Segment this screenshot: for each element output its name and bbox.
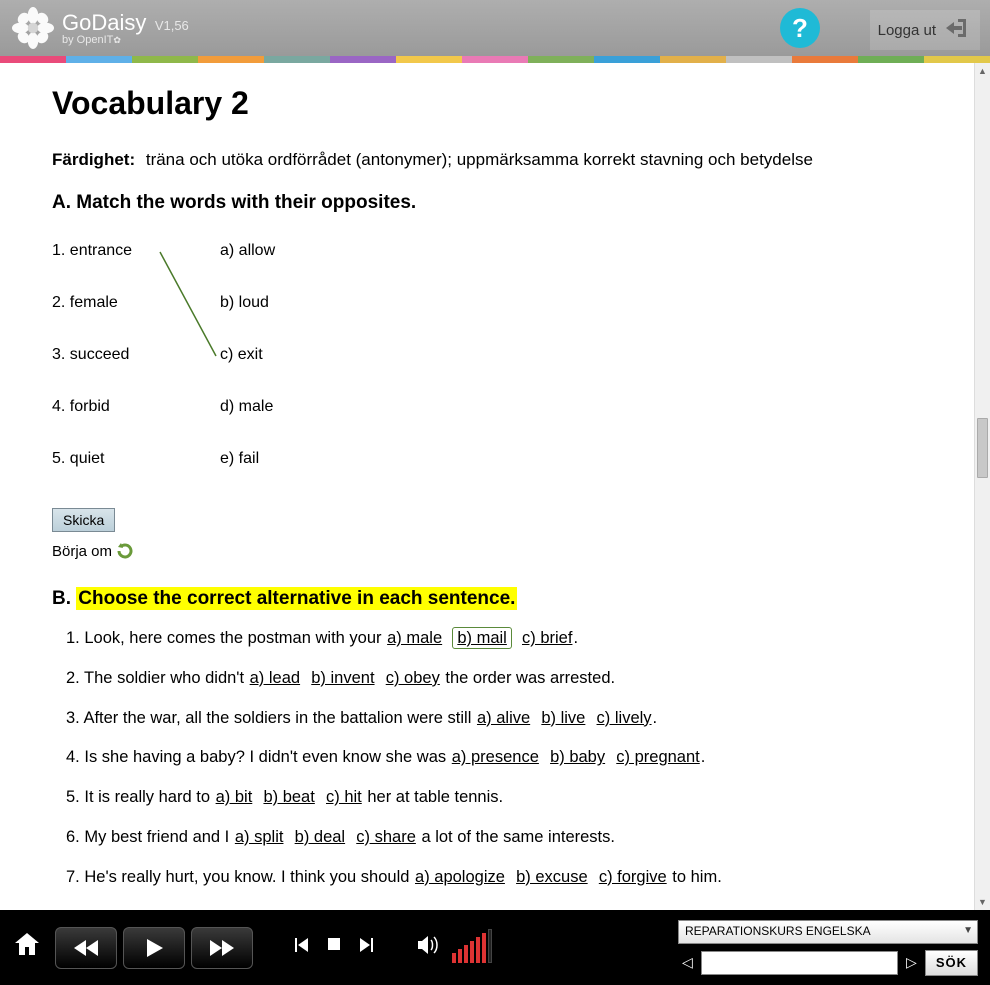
sentence-list: 1. Look, here comes the postman with you… [52, 626, 938, 889]
skip-group [292, 936, 376, 959]
option[interactable]: c) brief [521, 629, 573, 647]
fast-forward-button[interactable] [191, 927, 253, 969]
logout-label: Logga ut [878, 22, 936, 39]
restart-row[interactable]: Börja om [52, 542, 938, 560]
match-left-item[interactable]: 2. female [52, 294, 132, 346]
option[interactable]: b) baby [549, 748, 606, 766]
skill-label: Färdighet: [52, 150, 135, 169]
logout-button[interactable]: Logga ut [870, 10, 980, 50]
restart-icon [116, 542, 134, 560]
restart-label: Börja om [52, 543, 112, 560]
speaker-icon[interactable] [416, 934, 440, 962]
section-b-heading: B. Choose the correct alternative in eac… [52, 588, 938, 610]
option[interactable]: c) forgive [598, 868, 668, 886]
section-b-highlight: Choose the correct alternative in each s… [76, 587, 517, 610]
home-button[interactable] [12, 929, 42, 966]
skill-line: Färdighet: träna och utöka ordförrådet (… [52, 150, 938, 170]
option[interactable]: a) bit [215, 788, 254, 806]
search-input[interactable] [701, 951, 898, 975]
scroll-down-icon[interactable]: ▼ [975, 894, 990, 910]
scroll-thumb[interactable] [977, 418, 988, 478]
logo-text: GoDaisy V1,56 by OpenIT✿ [62, 10, 189, 46]
option[interactable]: b) mail [452, 627, 512, 649]
option[interactable]: a) split [234, 828, 285, 846]
option[interactable]: b) deal [294, 828, 346, 846]
option[interactable]: a) alive [476, 709, 531, 727]
match-left-item[interactable]: 4. forbid [52, 398, 132, 450]
color-strip [0, 56, 990, 63]
sentence-row: 2. The soldier who didn't a) lead b) inv… [66, 666, 938, 691]
match-left-item[interactable]: 1. entrance [52, 242, 132, 294]
match-left-item[interactable]: 5. quiet [52, 450, 132, 502]
app-title: GoDaisy [62, 10, 146, 35]
section-a-heading: A. Match the words with their opposites. [52, 192, 938, 214]
option[interactable]: b) live [540, 709, 586, 727]
sentence-row: 4. Is she having a baby? I didn't even k… [66, 745, 938, 770]
option[interactable]: b) excuse [515, 868, 589, 886]
course-select[interactable]: REPARATIONSKURS ENGELSKA [678, 920, 978, 944]
right-panel: REPARATIONSKURS ENGELSKA ◁ ▷ SÖK [678, 920, 978, 976]
play-button[interactable] [123, 927, 185, 969]
option[interactable]: b) beat [262, 788, 315, 806]
sentence-row: 7. He's really hurt, you know. I think y… [66, 865, 938, 890]
stop-button[interactable] [326, 936, 342, 959]
player-bar: REPARATIONSKURS ENGELSKA ◁ ▷ SÖK [0, 910, 990, 985]
search-row: ◁ ▷ SÖK [678, 950, 978, 976]
logout-icon [944, 16, 972, 44]
sentence-row: 1. Look, here comes the postman with you… [66, 626, 938, 651]
skill-text: träna och utöka ordförrådet (antonymer);… [146, 150, 813, 169]
scrollbar[interactable]: ▲ ▼ [974, 63, 990, 910]
help-button[interactable]: ? [780, 8, 820, 48]
option[interactable]: c) obey [385, 669, 441, 687]
match-right-item[interactable]: a) allow [220, 242, 275, 294]
submit-button[interactable]: Skicka [52, 508, 115, 532]
search-button[interactable]: SÖK [925, 950, 978, 976]
option[interactable]: a) lead [249, 669, 301, 687]
match-right-item[interactable]: e) fail [220, 450, 275, 502]
option[interactable]: a) apologize [414, 868, 506, 886]
app-version: V1,56 [155, 18, 189, 33]
volume-level[interactable] [452, 933, 492, 963]
sentence-row: 3. After the war, all the soldiers in th… [66, 706, 938, 731]
rewind-button[interactable] [55, 927, 117, 969]
skip-forward-button[interactable] [358, 936, 376, 959]
match-right-item[interactable]: d) male [220, 398, 275, 450]
sentence-row: 5. It is really hard to a) bit b) beat c… [66, 785, 938, 810]
scroll-up-icon[interactable]: ▲ [975, 63, 990, 79]
match-left-item[interactable]: 3. succeed [52, 346, 132, 398]
content-area: Vocabulary 2 Färdighet: träna och utöka … [0, 63, 990, 910]
logo-flower-icon [12, 7, 54, 49]
option[interactable]: c) lively [596, 709, 653, 727]
option[interactable]: c) pregnant [615, 748, 700, 766]
option[interactable]: a) male [386, 629, 443, 647]
volume-group [416, 933, 492, 963]
page-title: Vocabulary 2 [52, 85, 938, 122]
option[interactable]: b) invent [310, 669, 375, 687]
search-prev-icon[interactable]: ◁ [678, 954, 697, 971]
skip-back-button[interactable] [292, 936, 310, 959]
sentence-row: 6. My best friend and I a) split b) deal… [66, 825, 938, 850]
option[interactable]: c) hit [325, 788, 363, 806]
match-area: 1. entrance2. female3. succeed4. forbid5… [52, 242, 938, 502]
search-next-icon[interactable]: ▷ [902, 954, 921, 971]
match-right-item[interactable]: b) loud [220, 294, 275, 346]
match-right-item[interactable]: c) exit [220, 346, 275, 398]
option[interactable]: a) presence [451, 748, 540, 766]
app-header: GoDaisy V1,56 by OpenIT✿ ? Logga ut [0, 0, 990, 56]
option[interactable]: c) share [355, 828, 417, 846]
